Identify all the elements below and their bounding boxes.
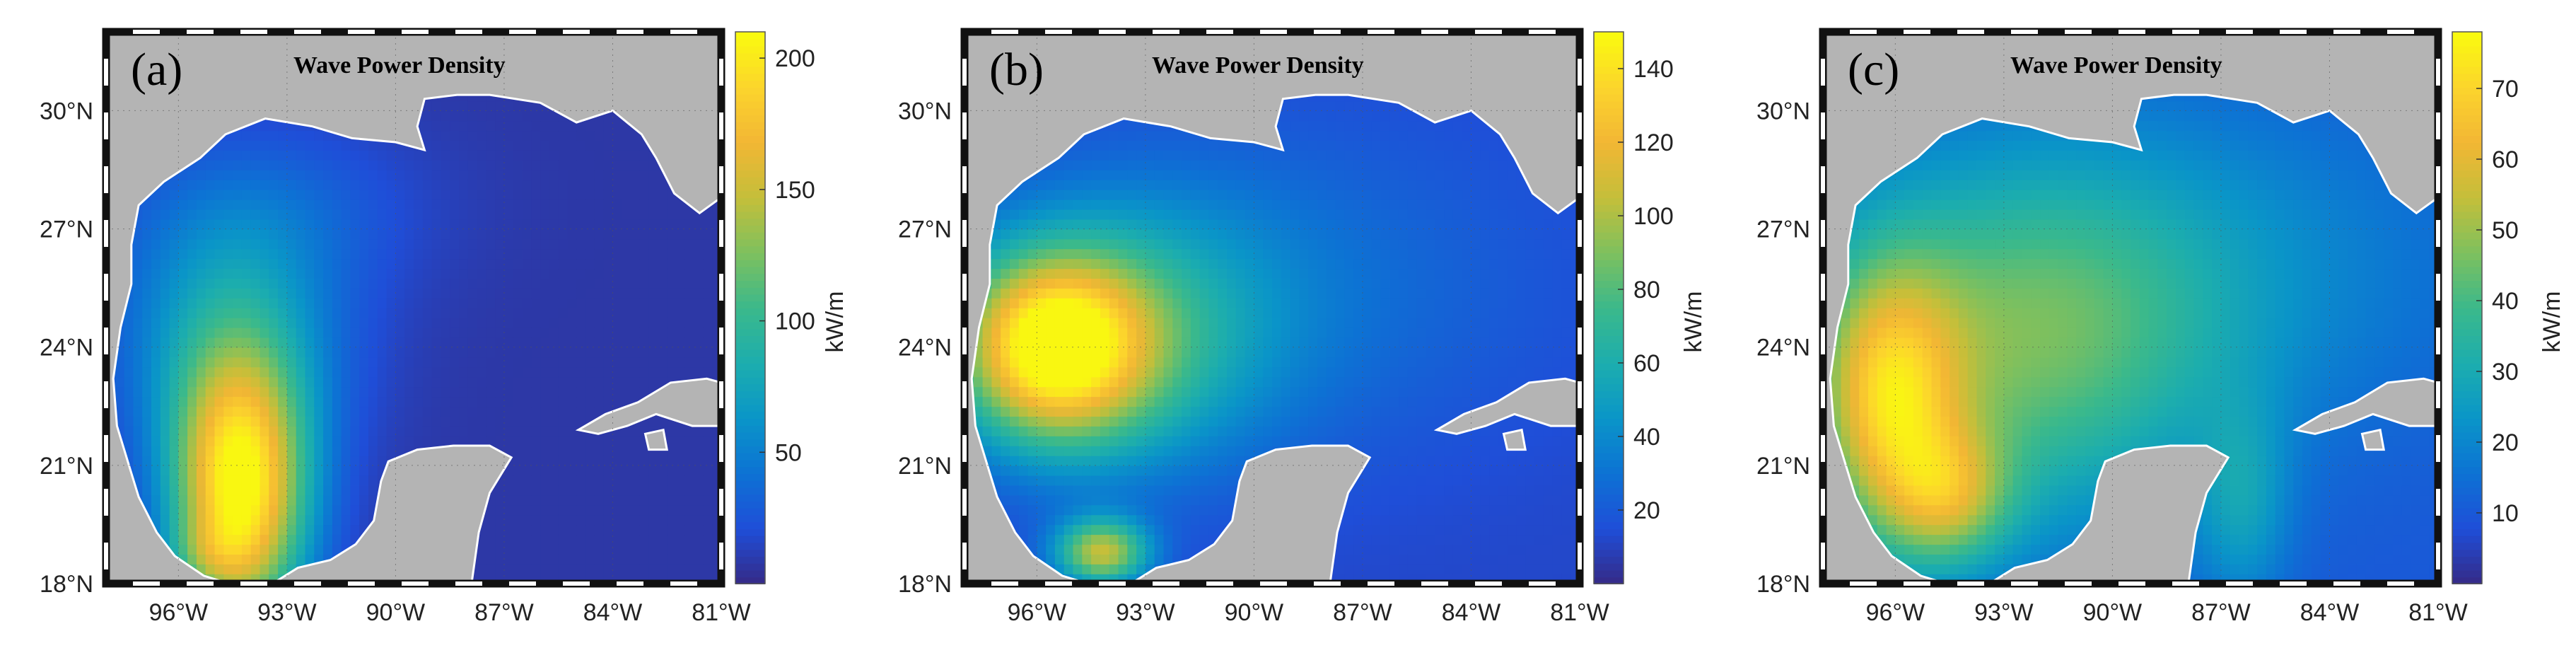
- x-tick-label: 93°W: [1116, 599, 1175, 626]
- x-tick-label: 90°W: [366, 599, 426, 626]
- colorbar-tick-label: 40: [1633, 424, 1660, 451]
- x-tick-label: 96°W: [149, 599, 209, 626]
- y-tick-label: 18°N: [898, 571, 952, 598]
- y-tick-label: 24°N: [40, 335, 93, 361]
- y-tick-label: 30°N: [898, 98, 952, 125]
- colorbar-tick-label: 140: [1633, 56, 1674, 83]
- y-tick-label: 27°N: [898, 216, 952, 243]
- map-title: Wave Power Density: [293, 52, 506, 79]
- x-tick-label: 84°W: [583, 599, 643, 626]
- map-title: Wave Power Density: [1152, 52, 1364, 79]
- x-tick-label: 90°W: [1225, 599, 1284, 626]
- colorbar-tick-label: 120: [1633, 129, 1674, 156]
- land-isle: [646, 430, 668, 450]
- colorbar-tick-label: 40: [2492, 288, 2519, 315]
- colorbar-tick-label: 200: [775, 45, 815, 72]
- colorbar-tick-label: 30: [2492, 359, 2519, 386]
- y-tick-label: 18°N: [40, 571, 93, 598]
- panel-label: (a): [131, 44, 182, 95]
- panel-label: (b): [989, 44, 1044, 95]
- colorbar-unit-label: kW/m: [2539, 291, 2565, 353]
- land-isle: [2362, 430, 2384, 450]
- y-tick-label: 30°N: [1756, 98, 1810, 125]
- y-tick-label: 24°N: [1756, 335, 1810, 361]
- colorbar-tick-label: 60: [2492, 146, 2519, 173]
- map-figure: (c) Wave Power Density 96°W 93°W 90°W 87°W 84°…: [1717, 0, 2575, 656]
- colorbar-tick-label: 100: [775, 308, 815, 335]
- colorbar: 10 20 30 40 50 60 70 kW/m: [2452, 32, 2565, 584]
- x-tick-label: 81°W: [2408, 599, 2468, 626]
- x-tick-label: 84°W: [1442, 599, 1501, 626]
- x-tick-label: 93°W: [257, 599, 317, 626]
- colorbar-unit-label: kW/m: [1680, 291, 1707, 353]
- y-tick-label: 27°N: [40, 216, 93, 243]
- land-isle: [1504, 430, 1526, 450]
- map-title: Wave Power Density: [2010, 52, 2222, 79]
- x-tick-label: 87°W: [2191, 599, 2251, 626]
- x-tick-label: 96°W: [1866, 599, 1925, 626]
- y-tick-label: 27°N: [1756, 216, 1810, 243]
- panel-c: (c) Wave Power Density 96°W 93°W 90°W 87°W 84°…: [1717, 0, 2575, 660]
- colorbar-tick-label: 70: [2492, 76, 2519, 103]
- colorbar-tick-label: 60: [1633, 350, 1660, 377]
- colorbar-tick-label: 80: [1633, 277, 1660, 303]
- colorbar-tick-label: 20: [2492, 429, 2519, 456]
- x-tick-label: 87°W: [474, 599, 534, 626]
- panel-a: (a) Wave Power Density 96°W 93°W 90°W 87°W 84°…: [0, 0, 858, 660]
- y-tick-label: 30°N: [40, 98, 93, 125]
- y-tick-label: 21°N: [898, 453, 952, 480]
- x-tick-label: 84°W: [2300, 599, 2360, 626]
- y-tick-label: 24°N: [898, 335, 952, 361]
- panel-b: (b) Wave Power Density 96°W 93°W 90°W 87°W 84°…: [858, 0, 1717, 660]
- colorbar-tick-label: 100: [1633, 203, 1674, 230]
- x-tick-label: 81°W: [1550, 599, 1609, 626]
- y-tick-label: 18°N: [1756, 571, 1810, 598]
- y-tick-label: 21°N: [40, 453, 93, 480]
- x-tick-label: 81°W: [692, 599, 751, 626]
- colorbar: 20 40 60 80 100 120 140 kW/m: [1594, 32, 1707, 584]
- x-tick-label: 90°W: [2083, 599, 2143, 626]
- y-tick-label: 21°N: [1756, 453, 1810, 480]
- colorbar-tick-label: 50: [2492, 217, 2519, 244]
- colorbar-tick-label: 150: [775, 177, 815, 204]
- colorbar-tick-label: 10: [2492, 500, 2519, 527]
- x-tick-label: 96°W: [1008, 599, 1067, 626]
- panel-label: (c): [1848, 44, 1899, 95]
- map-figure: (b) Wave Power Density 96°W 93°W 90°W 87°W 84°…: [858, 0, 1717, 656]
- x-tick-label: 87°W: [1333, 599, 1392, 626]
- map-figure: (a) Wave Power Density 96°W 93°W 90°W 87°W 84°…: [0, 0, 858, 656]
- colorbar-tick-label: 50: [775, 439, 802, 466]
- colorbar-tick-label: 20: [1633, 497, 1660, 524]
- colorbar-unit-label: kW/m: [822, 291, 849, 353]
- colorbar: 50 100 150 200 kW/m: [735, 32, 849, 584]
- x-tick-label: 93°W: [1974, 599, 2034, 626]
